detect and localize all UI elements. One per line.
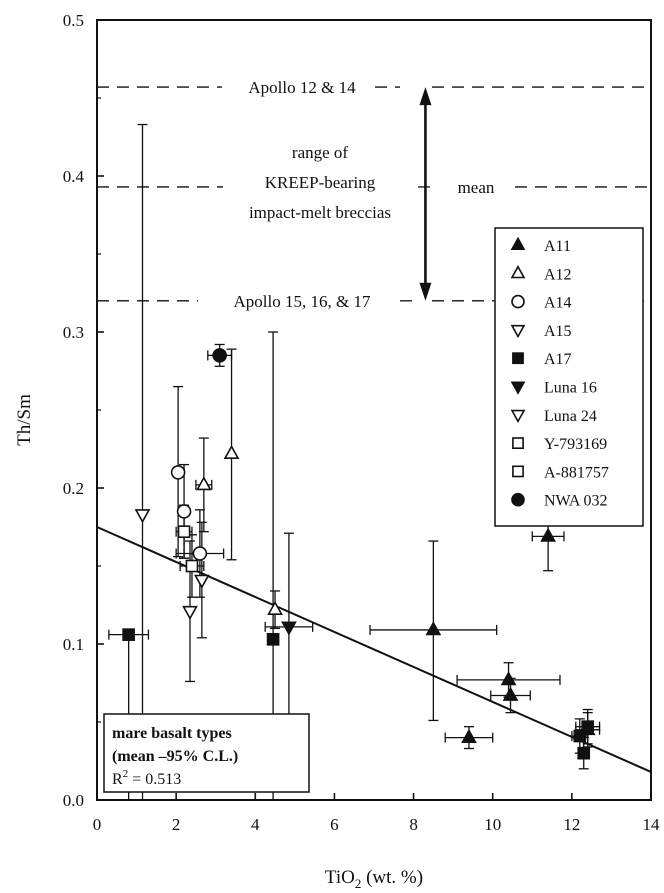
legend-marker-y-793169 [512, 437, 524, 449]
reference-line-label: Apollo 15, 16, & 17 [234, 292, 371, 311]
legend-marker-a-881757 [512, 465, 524, 478]
y-tick-label: 0.3 [63, 323, 84, 342]
data-point-a15 [182, 605, 198, 621]
y-tick-label: 0.5 [63, 11, 84, 30]
data-point-a-881757 [185, 559, 199, 573]
note-line: mare basalt types [112, 725, 232, 742]
x-tick-label: 4 [251, 815, 260, 834]
data-point-a14 [192, 546, 208, 561]
x-tick-label: 6 [330, 815, 339, 834]
note-line: (mean –95% C.L.) [112, 748, 238, 765]
data-point-a17 [577, 746, 591, 760]
data-point-a11 [502, 686, 519, 701]
legend-marker-a17 [512, 352, 524, 365]
x-tick-label: 14 [643, 815, 661, 834]
legend-marker-a14 [511, 294, 525, 309]
range-annotation-text: KREEP-bearing [265, 173, 376, 192]
legend-label: A14 [544, 295, 572, 312]
data-point-a17 [573, 729, 587, 743]
x-tick-label: 2 [172, 815, 181, 834]
legend-label: NWA 032 [544, 493, 608, 510]
data-point-a11 [425, 621, 442, 636]
r-squared-label: R2 = 0.513 [112, 768, 181, 788]
data-point-a12 [195, 476, 212, 491]
range-arrow-head-bottom [419, 282, 432, 301]
x-tick-label: 10 [484, 815, 501, 834]
y-tick-label: 0.0 [63, 791, 84, 810]
y-tick-label: 0.4 [63, 167, 85, 186]
reference-line-label: Apollo 12 & 14 [248, 78, 356, 97]
axes-layer: 0 2 4 6 8 10 12 14 0.0 0.1 0.2 0.3 0.4 0.5 TiO2 (wt. %… [14, 11, 660, 891]
legend-marker-a12 [510, 265, 526, 279]
x-tick-label: 0 [93, 815, 102, 834]
y-axis-title: Th/Sm [14, 394, 35, 446]
data-point-a12 [223, 444, 240, 460]
reference-line-label: mean [458, 178, 495, 197]
legend-marker-nwa-032 [511, 492, 525, 507]
data-point-a17 [122, 628, 135, 641]
legend-label: Y-793169 [544, 436, 607, 453]
legend-label: A15 [544, 323, 572, 340]
data-point-nwa-032 [212, 348, 227, 363]
data-point-a11 [461, 728, 477, 743]
legend-label: A11 [544, 238, 571, 255]
legend-label: Luna 16 [544, 380, 597, 397]
x-axis-title: TiO2 (wt. %) [325, 867, 423, 891]
legend-marker-luna-24 [510, 409, 526, 424]
y-tick-label: 0.1 [63, 635, 84, 654]
data-point-a15 [194, 574, 210, 589]
legend-label: Luna 24 [544, 408, 597, 425]
data-point-luna-24 [134, 509, 151, 524]
legend-marker-a15 [510, 324, 526, 339]
data-point-a17 [581, 720, 595, 734]
data-points-layer [122, 348, 596, 760]
range-annotation-text: impact-melt breccias [249, 203, 391, 222]
y-tick-label: 0.2 [63, 479, 84, 498]
data-point-a11 [540, 527, 556, 542]
data-point-y-793169 [177, 525, 191, 539]
annotation-layer: range of KREEP-bearing impact-melt breccia… [249, 87, 432, 301]
legend-marker-luna-16 [510, 381, 526, 395]
data-point-luna-16 [281, 621, 297, 636]
note-box-frame [103, 713, 310, 793]
data-point-a14 [176, 504, 192, 519]
data-point-a11 [500, 671, 517, 686]
legend-label: A17 [544, 351, 572, 368]
data-point-a14 [170, 465, 186, 480]
data-point-a17 [266, 632, 280, 646]
range-annotation-text: range of [292, 143, 349, 162]
note-box: mare basalt types (mean –95% C.L.) R2 = 0.… [103, 713, 310, 793]
x-tick-label: 8 [409, 815, 418, 834]
legend: A11 A12 A14 A15 A17 Luna 16 Luna 24 Y-793169 A-8… [494, 227, 644, 527]
range-arrow-head-top [419, 87, 432, 106]
x-tick-label: 12 [563, 815, 580, 834]
legend-label: A-881757 [544, 464, 609, 481]
data-point-a12 [267, 600, 283, 616]
legend-marker-a11 [510, 236, 526, 250]
legend-label: A12 [544, 266, 572, 283]
